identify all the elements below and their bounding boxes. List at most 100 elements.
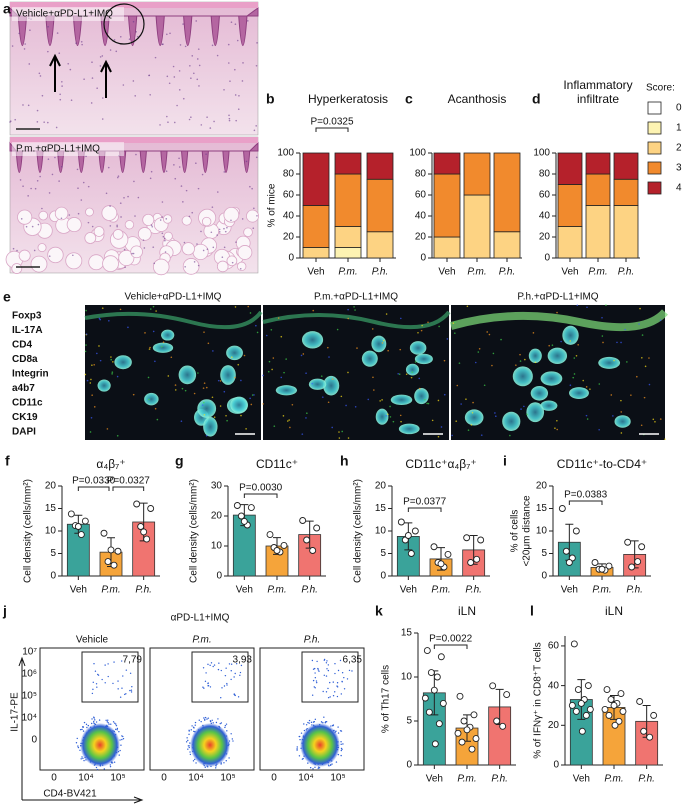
data-point xyxy=(421,694,429,702)
event xyxy=(121,660,123,662)
event xyxy=(332,695,335,697)
image-label: P.m.+αPD-L1+IMQ xyxy=(16,144,100,155)
data-point xyxy=(133,500,141,508)
fat-cell xyxy=(11,263,23,274)
cell-signal xyxy=(86,379,89,382)
data-point xyxy=(444,550,452,558)
nucleus xyxy=(150,224,153,226)
nucleus xyxy=(196,78,199,81)
data-point xyxy=(437,560,445,568)
fat-cell xyxy=(130,245,143,259)
nucleus xyxy=(153,262,156,265)
nucleus xyxy=(164,239,166,242)
cell-signal xyxy=(347,308,349,311)
event xyxy=(96,686,98,688)
legend-label: 1 xyxy=(676,123,682,134)
cell-signal xyxy=(291,403,294,406)
y-tick-label: 40 xyxy=(415,211,427,222)
follicle xyxy=(562,325,579,345)
data-point xyxy=(237,512,245,520)
event xyxy=(94,670,97,672)
nucleus xyxy=(188,215,191,218)
cell-signal xyxy=(636,375,638,378)
data-point xyxy=(578,727,586,735)
follicle xyxy=(547,347,568,365)
event xyxy=(220,696,222,699)
y-tick-label: 10 xyxy=(375,526,387,537)
data-point xyxy=(562,547,570,555)
data-point xyxy=(107,546,115,554)
data-point xyxy=(273,547,281,554)
cell-signal xyxy=(148,348,151,350)
nucleus xyxy=(83,78,85,81)
follicle xyxy=(398,423,420,435)
chart-title: infiltrate xyxy=(577,92,619,106)
cell-signal xyxy=(576,304,579,307)
data-point xyxy=(431,740,439,748)
nucleus xyxy=(231,261,234,264)
cell-signal xyxy=(589,388,591,390)
fat-cell xyxy=(118,249,135,267)
nucleus xyxy=(22,185,24,188)
legend-label: 0 xyxy=(676,103,682,114)
flow-x-tick-label: 10⁵ xyxy=(110,773,125,784)
nucleus xyxy=(165,218,168,220)
nucleus xyxy=(173,164,175,166)
event xyxy=(334,691,336,693)
fat-cell xyxy=(137,227,152,241)
cell-signal xyxy=(509,434,511,437)
follicle xyxy=(197,399,217,418)
event xyxy=(215,767,217,769)
nucleus xyxy=(163,237,166,240)
nucleus xyxy=(178,166,181,168)
bar-segment xyxy=(613,178,639,206)
nucleus xyxy=(234,68,236,71)
x-tick-label: P.m. xyxy=(467,267,486,278)
cell-signal xyxy=(106,428,109,430)
cell-signal xyxy=(471,411,474,414)
cell-signal xyxy=(144,332,146,334)
event xyxy=(312,721,315,723)
follicle xyxy=(540,400,558,411)
cell-signal xyxy=(392,420,395,423)
event xyxy=(339,730,342,732)
arrow xyxy=(100,59,112,98)
nucleus xyxy=(18,32,20,35)
event xyxy=(108,723,110,725)
follicle xyxy=(405,363,420,376)
cell-signal xyxy=(111,371,114,373)
cell-signal xyxy=(302,353,305,355)
y-tick-label: 20 xyxy=(211,511,223,522)
bar-segment xyxy=(334,173,362,227)
event xyxy=(85,723,88,726)
event xyxy=(82,726,84,728)
bar-segment xyxy=(585,152,611,175)
event xyxy=(334,663,336,665)
x-tick-label: Veh xyxy=(236,585,253,596)
nucleus xyxy=(196,243,198,245)
nucleus xyxy=(39,75,42,77)
data-point xyxy=(489,682,497,690)
density xyxy=(80,723,120,767)
nucleus xyxy=(161,216,164,218)
event xyxy=(104,664,106,666)
event xyxy=(116,727,119,730)
nucleus xyxy=(116,224,118,227)
nucleus xyxy=(29,29,31,32)
nucleus xyxy=(75,42,77,44)
nucleus xyxy=(101,118,104,120)
cell-signal xyxy=(420,329,423,332)
cell-signal xyxy=(262,374,264,377)
bar-segment xyxy=(334,152,362,175)
cell-signal xyxy=(438,325,440,328)
event xyxy=(336,682,339,684)
event xyxy=(96,768,99,771)
cell-signal xyxy=(181,387,184,390)
x-tick-label: Veh xyxy=(400,585,417,596)
cell-signal xyxy=(193,392,196,395)
data-point xyxy=(81,517,89,525)
nucleus xyxy=(36,109,39,112)
legend-swatch xyxy=(647,181,662,195)
nucleus xyxy=(81,43,83,46)
cell-signal xyxy=(301,433,304,435)
